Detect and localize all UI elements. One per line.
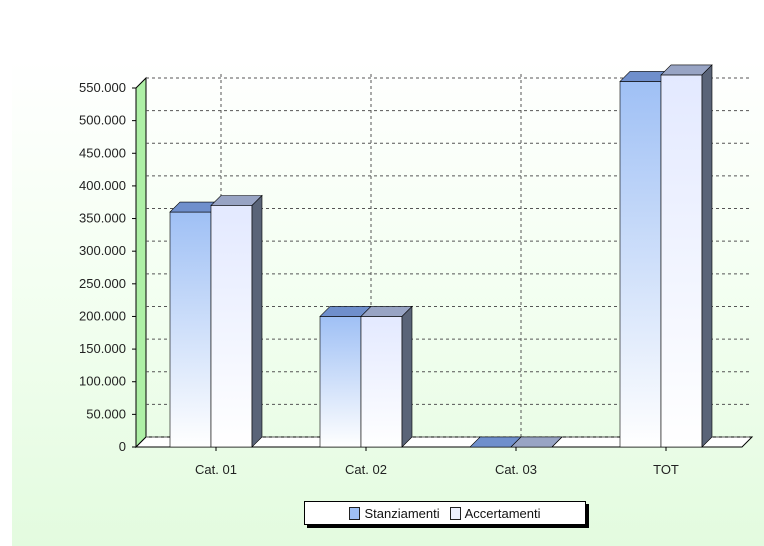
bar-accertamenti [360,316,403,448]
bar-side-accertamenti [551,436,563,448]
y-tick-label: 150.000 [79,341,126,356]
y-tick-label: 500.000 [79,113,126,128]
chart-side-wall [135,76,147,449]
x-tick-label: Cat. 02 [345,462,387,477]
bar-side-accertamenti [701,64,713,448]
bar-side-accertamenti [251,194,263,448]
legend-label-accertamenti: Accertamenti [464,505,541,521]
bar-accertamenti [660,74,703,448]
bar-accertamenti [210,205,253,448]
legend-swatch-stanziamenti [349,506,361,520]
bar-stanziamenti [169,211,212,448]
chart-legend: Stanziamenti Accertamenti [304,501,586,525]
y-tick-label: 250.000 [79,276,126,291]
legend-swatch-accertamenti [449,506,461,520]
y-tick-label: 350.000 [79,211,126,226]
x-tick-label: TOT [653,462,679,477]
y-tick-label: 50.000 [86,406,126,421]
bar-stanziamenti [619,81,662,448]
y-tick-label: 400.000 [79,178,126,193]
x-tick-label: Cat. 03 [495,462,537,477]
y-tick-label: 450.000 [79,145,126,160]
y-tick-label: 100.000 [79,374,126,389]
bar-side-accertamenti [401,305,413,448]
legend-item-stanziamenti: Stanziamenti [349,505,440,521]
y-tick-label: 200.000 [79,308,126,323]
x-tick-label: Cat. 01 [195,462,237,477]
y-tick-label: 550.000 [79,80,126,95]
legend-label-stanziamenti: Stanziamenti [364,505,440,521]
bar-stanziamenti [319,316,362,448]
y-tick-label: 300.000 [79,243,126,258]
y-tick-label: 0 [119,439,126,454]
legend-item-accertamenti: Accertamenti [449,505,541,521]
